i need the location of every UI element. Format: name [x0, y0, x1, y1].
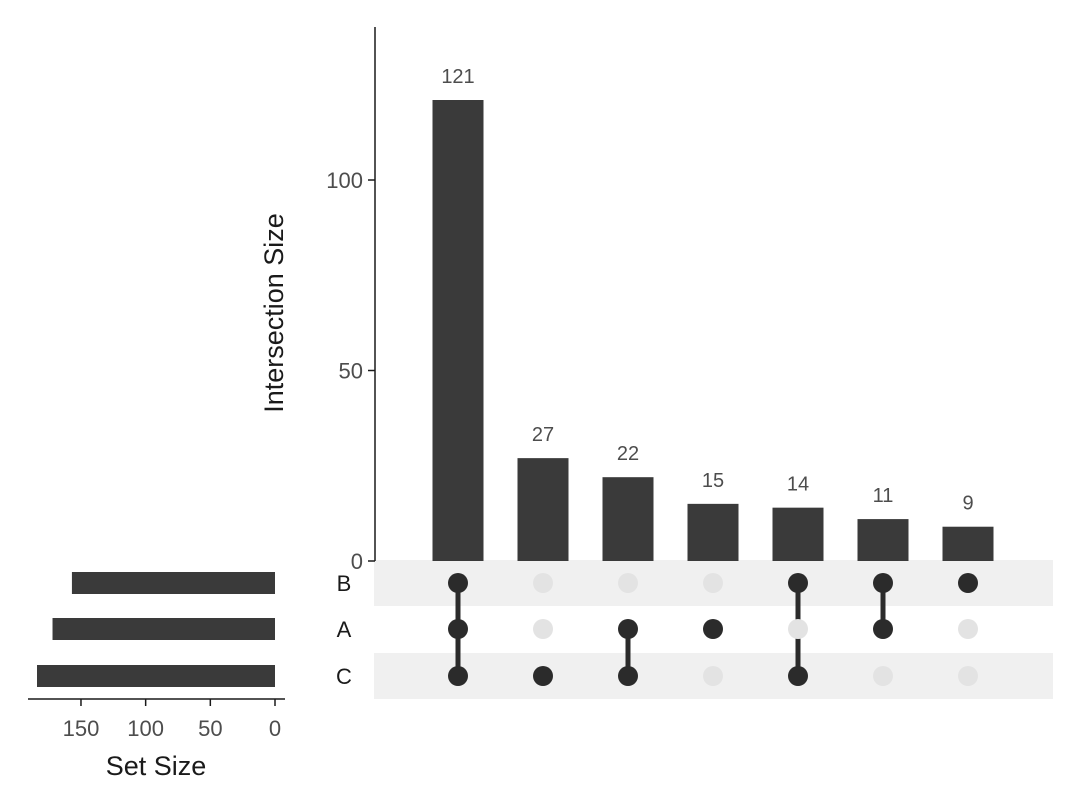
intersection-bar-value-label: 14	[787, 474, 809, 496]
intersection-axis-tick-label: 0	[351, 549, 363, 574]
intersection-bar	[602, 477, 654, 561]
intersection-bar-labels: 121 27 22 15 14 11 9	[441, 66, 973, 515]
matrix-dot-inactive	[533, 619, 553, 639]
intersection-bar	[772, 507, 824, 561]
matrix-dot-active	[618, 619, 638, 639]
intersection-axis-tick-label: 50	[339, 359, 363, 384]
matrix-dot-active	[448, 666, 468, 686]
matrix-dot-inactive	[703, 666, 723, 686]
matrix-dot-active	[448, 573, 468, 593]
matrix-dot-inactive	[533, 573, 553, 593]
intersection-bar	[687, 503, 739, 561]
intersection-size-axis-title: Intersection Size	[259, 213, 289, 413]
set-size-axis-title: Set Size	[106, 751, 207, 781]
set-label: A	[337, 617, 352, 642]
matrix-dot-inactive	[958, 666, 978, 686]
intersection-bar	[857, 519, 909, 561]
matrix-dot-active	[788, 666, 808, 686]
matrix-dot-active	[958, 573, 978, 593]
matrix-dot-active	[788, 573, 808, 593]
set-size-bar	[52, 618, 275, 640]
intersection-bar-value-label: 9	[962, 493, 973, 515]
set-size-axis: 150 100 50 0	[28, 698, 285, 741]
matrix-dot-active	[873, 619, 893, 639]
set-size-bar	[37, 665, 275, 687]
matrix-dot-inactive	[703, 573, 723, 593]
set-size-axis-tick-label: 50	[198, 716, 222, 741]
intersection-bars	[432, 100, 994, 561]
matrix-dot-active	[873, 573, 893, 593]
intersection-bar-value-label: 121	[441, 66, 474, 88]
matrix-dot-active	[533, 666, 553, 686]
intersection-axis-tick-label: 100	[326, 168, 363, 193]
set-size-axis-tick-label: 100	[127, 716, 164, 741]
set-size-bars	[37, 572, 275, 687]
intersection-bar-value-label: 22	[617, 443, 639, 465]
set-label: B	[337, 571, 352, 596]
matrix-dot-active	[618, 666, 638, 686]
set-size-axis-tick-label: 150	[63, 716, 100, 741]
matrix-dot-inactive	[788, 619, 808, 639]
intersection-size-axis: 0 50 100	[326, 27, 376, 574]
matrix-dot-active	[448, 619, 468, 639]
set-size-bar	[71, 572, 275, 594]
intersection-bar-value-label: 27	[532, 424, 554, 446]
set-label: C	[336, 664, 352, 689]
intersection-matrix	[448, 573, 978, 686]
intersection-bar	[517, 458, 569, 561]
set-size-axis-tick-label: 0	[269, 716, 281, 741]
intersection-bar-value-label: 11	[873, 485, 894, 507]
intersection-bar-value-label: 15	[702, 470, 724, 492]
matrix-dot-active	[703, 619, 723, 639]
matrix-dot-inactive	[618, 573, 638, 593]
matrix-dot-inactive	[873, 666, 893, 686]
intersection-bar	[432, 100, 484, 561]
set-name-labels: BAC	[336, 571, 352, 689]
matrix-dot-inactive	[958, 619, 978, 639]
intersection-bar	[942, 526, 994, 561]
